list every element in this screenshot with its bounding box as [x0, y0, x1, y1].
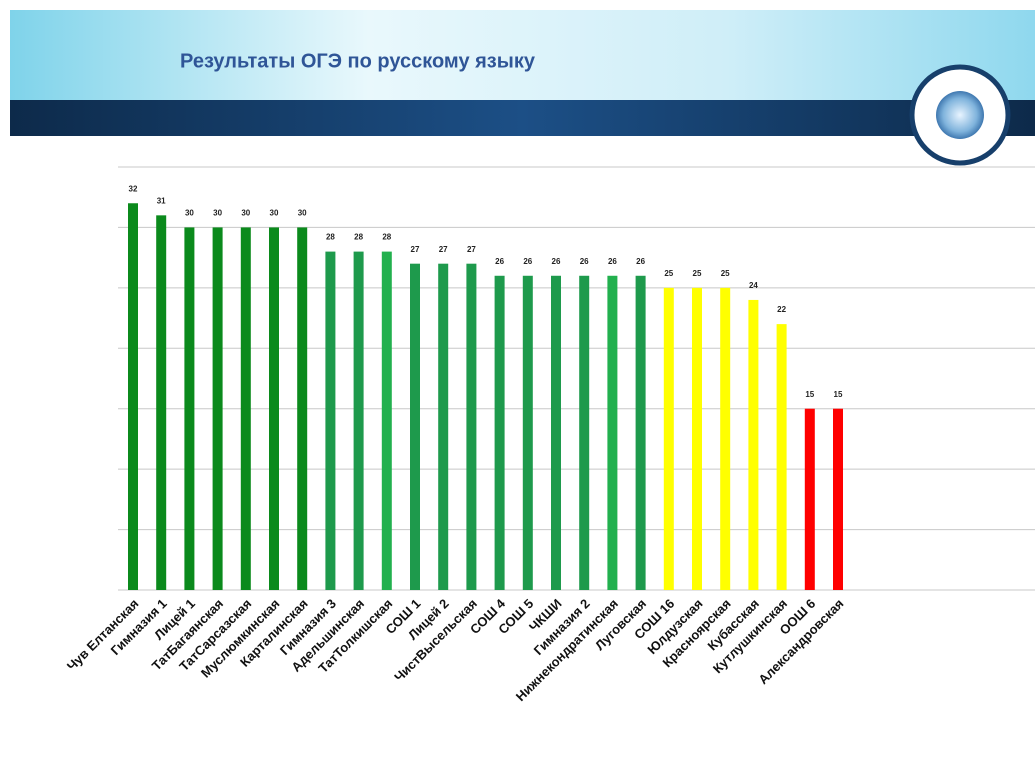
value-label: 24	[749, 281, 758, 290]
value-label: 25	[693, 269, 702, 278]
value-label: 26	[552, 257, 561, 266]
bar	[805, 409, 815, 590]
bar	[692, 288, 702, 590]
value-label: 30	[270, 209, 279, 218]
logo-globe	[936, 91, 984, 139]
bar	[495, 276, 505, 590]
value-label: 15	[805, 390, 814, 399]
bar	[438, 264, 448, 590]
bar	[297, 227, 307, 590]
value-label: 27	[411, 245, 420, 254]
bar	[523, 276, 533, 590]
value-label: 26	[636, 257, 645, 266]
bar	[354, 252, 364, 590]
value-label: 26	[495, 257, 504, 266]
value-label: 27	[467, 245, 476, 254]
value-label: 15	[834, 390, 843, 399]
bar	[410, 264, 420, 590]
value-label: 26	[580, 257, 589, 266]
bar	[325, 252, 335, 590]
bar	[833, 409, 843, 590]
page: {"chart_data": {"type": "bar", "title": …	[0, 0, 1035, 774]
value-label: 26	[608, 257, 617, 266]
value-label: 27	[439, 245, 448, 254]
bar	[664, 288, 674, 590]
value-label: 25	[664, 269, 673, 278]
value-label: 28	[326, 233, 335, 242]
value-label: 30	[185, 209, 194, 218]
bar	[607, 276, 617, 590]
value-label: 26	[523, 257, 532, 266]
value-label: 28	[354, 233, 363, 242]
bar	[128, 203, 138, 590]
bar	[466, 264, 476, 590]
bar	[720, 288, 730, 590]
chart-title: Результаты ОГЭ по русскому языку	[180, 50, 536, 72]
value-label: 30	[298, 209, 307, 218]
value-label: 31	[157, 196, 166, 205]
bar	[579, 276, 589, 590]
bar	[156, 215, 166, 590]
slide: Результаты ОГЭ по русскому языку 32Чув Е…	[0, 0, 1035, 769]
bar	[636, 276, 646, 590]
bar	[777, 324, 787, 590]
bar	[184, 227, 194, 590]
bar	[551, 276, 561, 590]
value-label: 25	[721, 269, 730, 278]
value-label: 28	[382, 233, 391, 242]
value-label: 30	[241, 209, 250, 218]
bar	[382, 252, 392, 590]
bar	[241, 227, 251, 590]
header-band	[10, 100, 1035, 136]
bar	[213, 227, 223, 590]
bar	[269, 227, 279, 590]
value-label: 30	[213, 209, 222, 218]
value-label: 22	[777, 305, 786, 314]
bar	[748, 300, 758, 590]
value-label: 32	[129, 184, 138, 193]
